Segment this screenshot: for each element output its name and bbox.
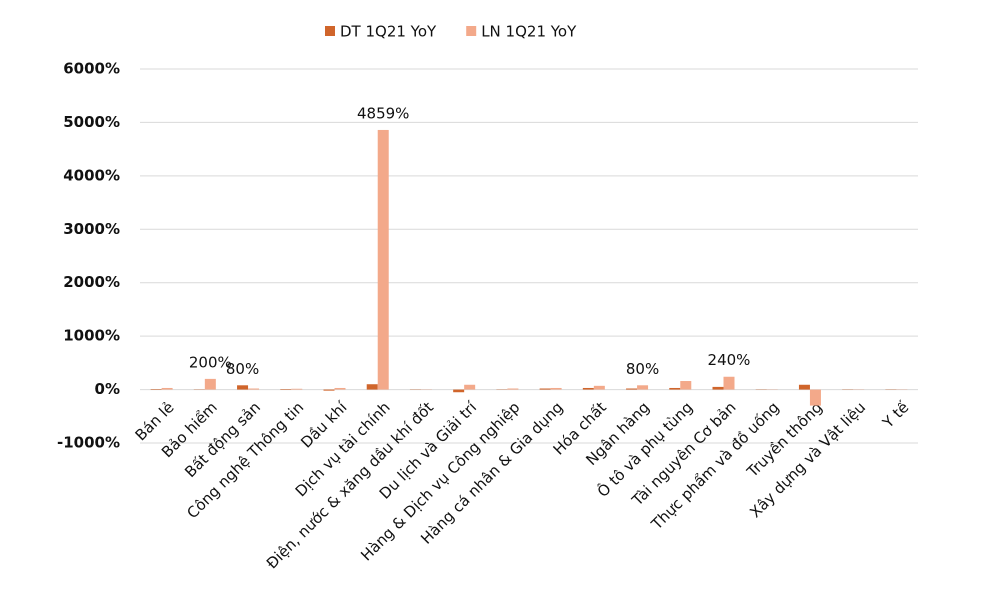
bar (550, 387, 562, 390)
bar (453, 389, 465, 393)
bar (237, 385, 249, 390)
x-tick-label: Y tế (878, 398, 913, 433)
y-tick-label: 3000% (63, 220, 120, 238)
bar (366, 384, 378, 390)
legend-label: DT 1Q21 YoY (340, 23, 437, 41)
y-tick-label: 1000% (63, 327, 120, 345)
bar (377, 129, 389, 390)
bar (637, 385, 649, 390)
data-label: 80% (626, 360, 659, 378)
bar (798, 384, 810, 390)
legend-swatch (325, 26, 335, 36)
legend-label: LN 1Q21 YoY (481, 23, 577, 41)
bar (204, 378, 216, 390)
bar (464, 384, 476, 390)
legend-swatch (466, 26, 477, 36)
bar (291, 388, 303, 390)
x-tick-label: Bất động sản (181, 398, 264, 481)
y-tick-label: 4000% (63, 166, 120, 184)
y-tick-label: 6000% (63, 60, 120, 78)
bar (593, 385, 605, 390)
bar (626, 388, 638, 390)
y-tick-label: 2000% (63, 273, 120, 291)
bar (669, 387, 681, 390)
data-label: 4859% (357, 104, 409, 122)
bar (809, 389, 821, 406)
data-label: 200% (189, 353, 232, 371)
y-tick-label: -1000% (57, 434, 120, 452)
bar (280, 389, 292, 390)
bar (539, 388, 551, 390)
bar (712, 386, 724, 390)
bar (334, 387, 346, 390)
x-tick-label: Hàng & Dịch vụ Công nghiệp (357, 398, 523, 564)
bar (161, 387, 173, 390)
bar (323, 389, 335, 391)
y-tick-label: 0% (95, 380, 120, 398)
bar (680, 381, 692, 390)
bar (582, 387, 594, 390)
bar (248, 388, 260, 390)
data-label: 240% (708, 351, 751, 369)
bar (150, 389, 162, 390)
y-tick-label: 5000% (63, 113, 120, 131)
bar (507, 388, 519, 390)
bar (723, 376, 735, 390)
data-label: 80% (226, 360, 259, 378)
